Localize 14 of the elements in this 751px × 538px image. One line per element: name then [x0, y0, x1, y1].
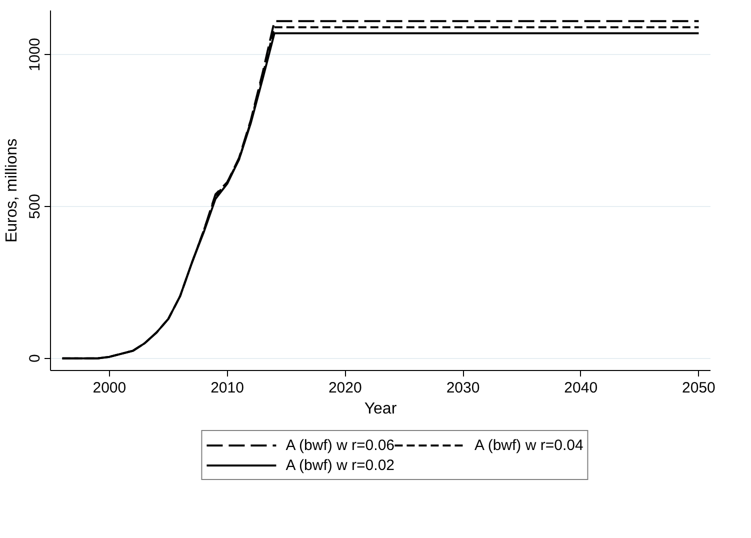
y-axis-title: Euros, millions	[4, 138, 20, 243]
x-axis-title: Year	[364, 400, 398, 418]
x-tick-label: 2000	[92, 380, 126, 396]
legend-label: A (bwf) w r=0.06	[286, 436, 394, 454]
legend-label: A (bwf) w r=0.04	[474, 436, 584, 454]
x-tick-label: 2040	[564, 380, 598, 396]
x-tick-label: 2050	[682, 380, 716, 396]
x-tick-label: 2030	[446, 380, 480, 396]
y-tick-label: 1000	[26, 38, 44, 72]
x-tick-label: 2010	[210, 380, 244, 396]
legend-label: A (bwf) w r=0.02	[286, 456, 394, 474]
y-tick-label: 0	[26, 354, 44, 363]
y-tick-label: 500	[26, 194, 44, 219]
x-tick-label: 2020	[328, 380, 362, 396]
